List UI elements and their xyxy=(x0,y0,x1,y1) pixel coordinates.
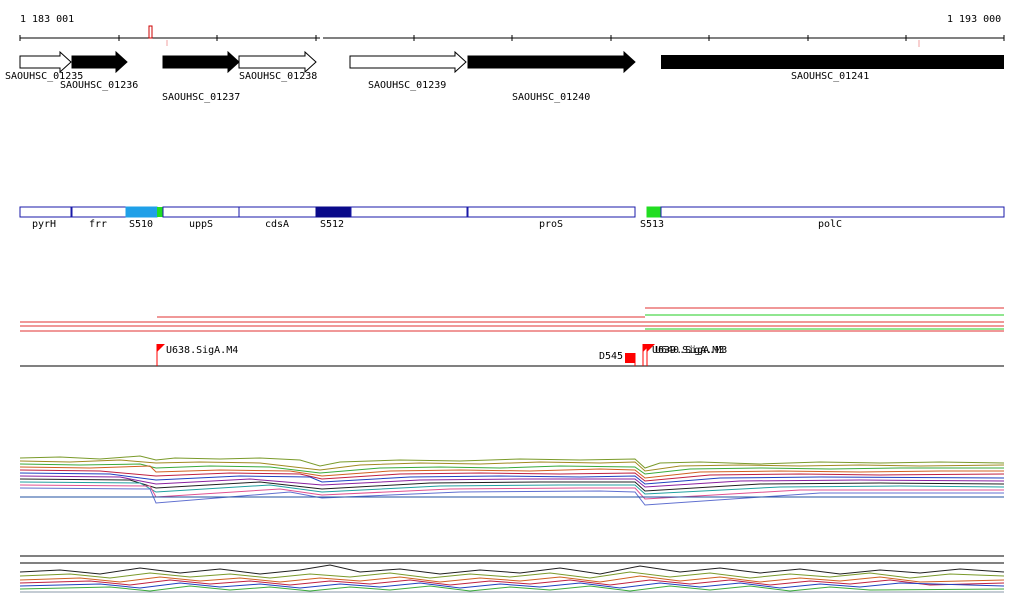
tss-flag-u638[interactable] xyxy=(156,344,165,366)
gene-arrow-saouhsc-01237[interactable] xyxy=(162,50,240,74)
tss-label-u638: U638.SigA.M4 xyxy=(166,345,239,356)
expression-lines xyxy=(20,307,1004,332)
gene-track xyxy=(19,50,1004,74)
segment-polc[interactable] xyxy=(660,206,1005,218)
ruler-end-label: 1 193 000 xyxy=(947,14,1002,25)
gene-arrow-saouhsc-01241[interactable] xyxy=(661,55,1004,69)
segment-label-s510: S510 xyxy=(129,219,154,230)
tss-track xyxy=(20,344,1004,367)
segment-label-polc: polC xyxy=(818,219,843,230)
gene-arrow-saouhsc-01238[interactable] xyxy=(238,50,317,74)
tss-label-u639: U639.SigA.M3 xyxy=(652,345,725,356)
segment-label-cdsa: cdsA xyxy=(265,219,290,230)
segment-s512[interactable] xyxy=(315,206,352,218)
segment-pyrh[interactable] xyxy=(19,206,72,218)
segment-upps[interactable] xyxy=(162,206,240,218)
segment-label-s513: S513 xyxy=(640,219,665,230)
gene-label-saouhsc-01235: SAOUHSC_01235 xyxy=(5,71,84,82)
gene-arrow-saouhsc-01235[interactable] xyxy=(19,50,72,74)
segment-track xyxy=(19,206,1005,218)
segment-label-frr: frr xyxy=(89,219,108,230)
gene-label-saouhsc-01237: SAOUHSC_01237 xyxy=(162,92,241,103)
gene-label-saouhsc-01240: SAOUHSC_01240 xyxy=(512,92,591,103)
gene-label-saouhsc-01241: SAOUHSC_01241 xyxy=(791,71,870,82)
tss-flag-u640[interactable] xyxy=(646,344,655,366)
segment-label-pyrh: pyrH xyxy=(32,219,57,230)
gene-arrow-saouhsc-01239[interactable] xyxy=(349,50,467,74)
profile-plot-upper xyxy=(19,455,1005,506)
segment-s510[interactable] xyxy=(125,206,158,218)
gene-arrow-saouhsc-01240[interactable] xyxy=(467,50,636,74)
segment-frr[interactable] xyxy=(71,206,127,218)
segment-label-s512: S512 xyxy=(320,219,345,230)
profile-plot-lower xyxy=(19,555,1005,593)
tss-label-u640: U640.SigA.M3 xyxy=(655,345,728,356)
gene-label-saouhsc-01236: SAOUHSC_01236 xyxy=(60,80,139,91)
segment-s513[interactable] xyxy=(646,206,662,218)
gene-arrow-saouhsc-01236[interactable] xyxy=(71,50,128,74)
segment-cdsa[interactable] xyxy=(238,206,317,218)
segment-label-pros: proS xyxy=(539,219,564,230)
tss-block-d545[interactable] xyxy=(625,353,635,363)
ruler-axis xyxy=(19,25,1005,47)
gene-label-saouhsc-01239: SAOUHSC_01239 xyxy=(368,80,447,91)
gene-label-saouhsc-01238: SAOUHSC_01238 xyxy=(239,71,318,82)
segment-s510-end xyxy=(157,207,163,217)
segment-pros[interactable] xyxy=(467,206,636,218)
tss-label-d545: D545 xyxy=(599,351,624,362)
ruler-start-label: 1 183 001 xyxy=(20,14,75,25)
segment-label-upps: uppS xyxy=(189,219,214,230)
segment-gap xyxy=(350,206,468,218)
